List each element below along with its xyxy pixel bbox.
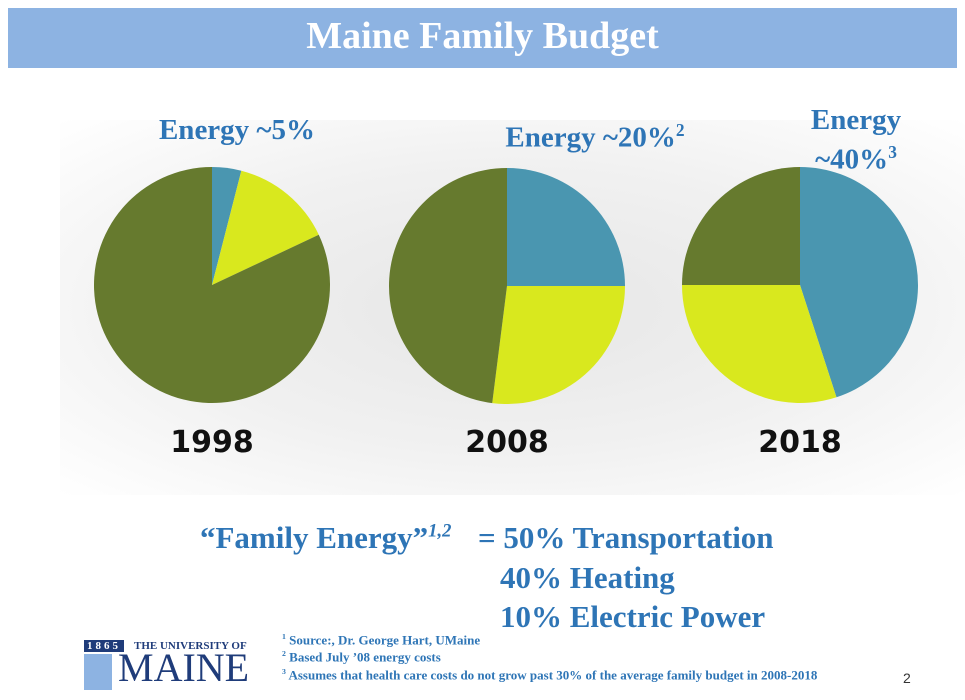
pie-title: Energy ~20%2: [465, 114, 725, 154]
term: “Family Energy”: [200, 520, 428, 555]
title-text: Energy ~5%: [159, 114, 315, 146]
title-note: 2: [676, 120, 685, 140]
logo-word: MAINE: [118, 646, 249, 690]
term-note: 1,2: [428, 521, 451, 542]
footnote-text: Based July ’08 energy costs: [289, 650, 441, 665]
summary-line: = 50% Transportation: [478, 520, 774, 556]
slide: Maine Family Budget “Family Energy”1,2 =…: [0, 0, 965, 700]
pie-title: Energy ~5%: [127, 114, 347, 146]
footnote: 1 Source:, Dr. George Hart, UMaine: [282, 630, 897, 647]
footnote-text: Source:, Dr. George Hart, UMaine: [289, 632, 480, 647]
page-number: 2: [903, 670, 911, 686]
logo: 1865 THE UNIVERSITY OF MAINE: [84, 640, 269, 695]
footnote-mark: 1: [282, 632, 286, 641]
title-text: Energy ~40%: [811, 104, 901, 176]
pie-slice: [389, 168, 507, 403]
logo-emblem: [84, 654, 112, 690]
year-label: 1998: [112, 425, 312, 460]
summary-term: “Family Energy”1,2: [200, 520, 451, 556]
footnote: 2 Based July ’08 energy costs: [282, 647, 897, 664]
pie-slice: [492, 286, 625, 404]
summary-line: 40% Heating: [500, 560, 675, 596]
pie-slice: [507, 168, 625, 286]
footnote-text: Assumes that health care costs do not gr…: [288, 667, 817, 682]
year-label: 2008: [407, 425, 607, 460]
footnote-mark: 2: [282, 649, 286, 658]
title-note: 3: [888, 142, 897, 162]
pie-title: Energy ~40%3: [791, 104, 921, 176]
pie-slice: [682, 167, 800, 285]
year-label: 2018: [700, 425, 900, 460]
title-text: Energy ~20%: [505, 122, 676, 154]
footnote: 3 Assumes that health care costs do not …: [282, 665, 897, 682]
footnote-mark: 3: [282, 667, 286, 676]
